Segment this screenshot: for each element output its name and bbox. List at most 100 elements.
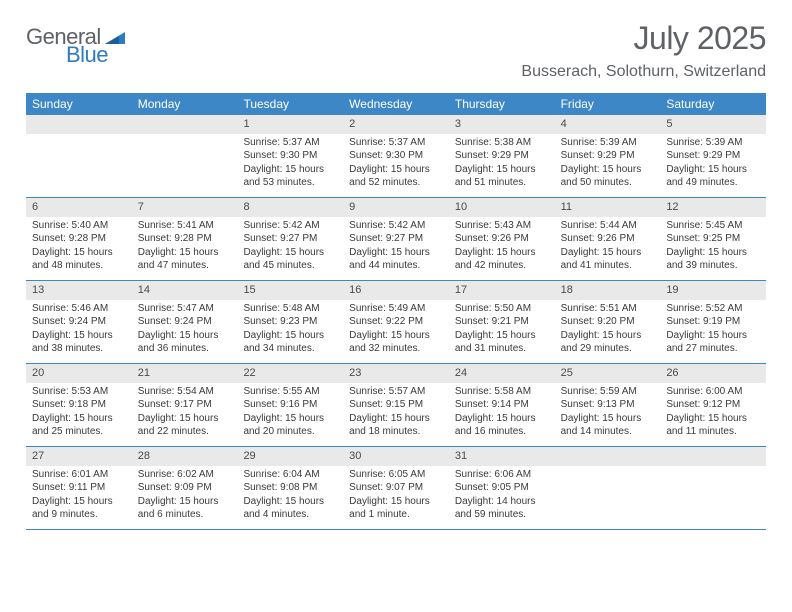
- calendar-day: 8Sunrise: 5:42 AMSunset: 9:27 PMDaylight…: [237, 198, 343, 280]
- day-body: Sunrise: 5:44 AMSunset: 9:26 PMDaylight:…: [555, 217, 661, 279]
- calendar-day: 26Sunrise: 6:00 AMSunset: 9:12 PMDayligh…: [660, 364, 766, 446]
- sunrise-text: Sunrise: 5:43 AM: [455, 219, 549, 233]
- daylight-text: Daylight: 14 hours and 59 minutes.: [455, 495, 549, 522]
- sunset-text: Sunset: 9:17 PM: [138, 398, 232, 412]
- day-body: Sunrise: 5:59 AMSunset: 9:13 PMDaylight:…: [555, 383, 661, 445]
- sunrise-text: Sunrise: 6:00 AM: [666, 385, 760, 399]
- day-number: 8: [237, 198, 343, 217]
- daylight-text: Daylight: 15 hours and 48 minutes.: [32, 246, 126, 273]
- day-body: Sunrise: 5:39 AMSunset: 9:29 PMDaylight:…: [660, 134, 766, 196]
- month-title: July 2025: [521, 20, 766, 57]
- calendar-day: 19Sunrise: 5:52 AMSunset: 9:19 PMDayligh…: [660, 281, 766, 363]
- calendar-day: 13Sunrise: 5:46 AMSunset: 9:24 PMDayligh…: [26, 281, 132, 363]
- day-body: Sunrise: 5:39 AMSunset: 9:29 PMDaylight:…: [555, 134, 661, 196]
- day-number: [555, 447, 661, 466]
- day-number: 10: [449, 198, 555, 217]
- day-number: 19: [660, 281, 766, 300]
- day-number: [26, 115, 132, 134]
- calendar-header-row: Sunday Monday Tuesday Wednesday Thursday…: [26, 93, 766, 115]
- day-number: 6: [26, 198, 132, 217]
- sunrise-text: Sunrise: 5:46 AM: [32, 302, 126, 316]
- sunrise-text: Sunrise: 5:42 AM: [243, 219, 337, 233]
- calendar-day-empty: [660, 447, 766, 529]
- calendar-week-row: 1Sunrise: 5:37 AMSunset: 9:30 PMDaylight…: [26, 115, 766, 198]
- day-body: Sunrise: 5:47 AMSunset: 9:24 PMDaylight:…: [132, 300, 238, 362]
- logo: General Blue: [26, 20, 125, 66]
- sunset-text: Sunset: 9:27 PM: [349, 232, 443, 246]
- daylight-text: Daylight: 15 hours and 38 minutes.: [32, 329, 126, 356]
- daylight-text: Daylight: 15 hours and 50 minutes.: [561, 163, 655, 190]
- calendar-day: 7Sunrise: 5:41 AMSunset: 9:28 PMDaylight…: [132, 198, 238, 280]
- sunset-text: Sunset: 9:24 PM: [138, 315, 232, 329]
- day-body: Sunrise: 5:48 AMSunset: 9:23 PMDaylight:…: [237, 300, 343, 362]
- calendar-day: 2Sunrise: 5:37 AMSunset: 9:30 PMDaylight…: [343, 115, 449, 197]
- sunrise-text: Sunrise: 5:37 AM: [243, 136, 337, 150]
- daylight-text: Daylight: 15 hours and 36 minutes.: [138, 329, 232, 356]
- sunset-text: Sunset: 9:05 PM: [455, 481, 549, 495]
- calendar-day: 20Sunrise: 5:53 AMSunset: 9:18 PMDayligh…: [26, 364, 132, 446]
- location-text: Busserach, Solothurn, Switzerland: [521, 63, 766, 81]
- sunset-text: Sunset: 9:29 PM: [561, 149, 655, 163]
- sunset-text: Sunset: 9:19 PM: [666, 315, 760, 329]
- day-body: Sunrise: 6:01 AMSunset: 9:11 PMDaylight:…: [26, 466, 132, 528]
- daylight-text: Daylight: 15 hours and 42 minutes.: [455, 246, 549, 273]
- calendar-day: 24Sunrise: 5:58 AMSunset: 9:14 PMDayligh…: [449, 364, 555, 446]
- sunset-text: Sunset: 9:29 PM: [455, 149, 549, 163]
- header-row: General Blue July 2025 Busserach, Soloth…: [26, 20, 766, 81]
- day-number: 24: [449, 364, 555, 383]
- day-header: Monday: [132, 93, 238, 115]
- day-number: 16: [343, 281, 449, 300]
- daylight-text: Daylight: 15 hours and 34 minutes.: [243, 329, 337, 356]
- day-body: Sunrise: 6:05 AMSunset: 9:07 PMDaylight:…: [343, 466, 449, 528]
- calendar-day-empty: [555, 447, 661, 529]
- day-body: Sunrise: 5:42 AMSunset: 9:27 PMDaylight:…: [237, 217, 343, 279]
- day-header: Saturday: [660, 93, 766, 115]
- sunrise-text: Sunrise: 5:50 AM: [455, 302, 549, 316]
- day-body: Sunrise: 5:55 AMSunset: 9:16 PMDaylight:…: [237, 383, 343, 445]
- daylight-text: Daylight: 15 hours and 45 minutes.: [243, 246, 337, 273]
- daylight-text: Daylight: 15 hours and 20 minutes.: [243, 412, 337, 439]
- sunset-text: Sunset: 9:20 PM: [561, 315, 655, 329]
- day-number: 23: [343, 364, 449, 383]
- sunset-text: Sunset: 9:25 PM: [666, 232, 760, 246]
- sunset-text: Sunset: 9:30 PM: [349, 149, 443, 163]
- sunset-text: Sunset: 9:14 PM: [455, 398, 549, 412]
- daylight-text: Daylight: 15 hours and 31 minutes.: [455, 329, 549, 356]
- calendar-day: 17Sunrise: 5:50 AMSunset: 9:21 PMDayligh…: [449, 281, 555, 363]
- calendar-day: 29Sunrise: 6:04 AMSunset: 9:08 PMDayligh…: [237, 447, 343, 529]
- daylight-text: Daylight: 15 hours and 39 minutes.: [666, 246, 760, 273]
- logo-text-blue: Blue: [66, 44, 125, 66]
- sunset-text: Sunset: 9:07 PM: [349, 481, 443, 495]
- sunrise-text: Sunrise: 5:55 AM: [243, 385, 337, 399]
- sunrise-text: Sunrise: 5:52 AM: [666, 302, 760, 316]
- day-body: Sunrise: 5:46 AMSunset: 9:24 PMDaylight:…: [26, 300, 132, 362]
- day-body: Sunrise: 6:02 AMSunset: 9:09 PMDaylight:…: [132, 466, 238, 528]
- sunset-text: Sunset: 9:28 PM: [138, 232, 232, 246]
- day-body: Sunrise: 5:40 AMSunset: 9:28 PMDaylight:…: [26, 217, 132, 279]
- day-header: Sunday: [26, 93, 132, 115]
- daylight-text: Daylight: 15 hours and 52 minutes.: [349, 163, 443, 190]
- sunset-text: Sunset: 9:22 PM: [349, 315, 443, 329]
- daylight-text: Daylight: 15 hours and 11 minutes.: [666, 412, 760, 439]
- sunrise-text: Sunrise: 5:39 AM: [561, 136, 655, 150]
- daylight-text: Daylight: 15 hours and 22 minutes.: [138, 412, 232, 439]
- day-number: 5: [660, 115, 766, 134]
- sunrise-text: Sunrise: 5:45 AM: [666, 219, 760, 233]
- title-block: July 2025 Busserach, Solothurn, Switzerl…: [521, 20, 766, 81]
- daylight-text: Daylight: 15 hours and 53 minutes.: [243, 163, 337, 190]
- daylight-text: Daylight: 15 hours and 44 minutes.: [349, 246, 443, 273]
- day-body: Sunrise: 5:52 AMSunset: 9:19 PMDaylight:…: [660, 300, 766, 362]
- sunrise-text: Sunrise: 6:01 AM: [32, 468, 126, 482]
- sunrise-text: Sunrise: 6:04 AM: [243, 468, 337, 482]
- sunset-text: Sunset: 9:21 PM: [455, 315, 549, 329]
- day-body: Sunrise: 5:58 AMSunset: 9:14 PMDaylight:…: [449, 383, 555, 445]
- sunset-text: Sunset: 9:30 PM: [243, 149, 337, 163]
- day-body: Sunrise: 5:53 AMSunset: 9:18 PMDaylight:…: [26, 383, 132, 445]
- day-number: 11: [555, 198, 661, 217]
- daylight-text: Daylight: 15 hours and 41 minutes.: [561, 246, 655, 273]
- day-body: Sunrise: 5:37 AMSunset: 9:30 PMDaylight:…: [343, 134, 449, 196]
- day-body: Sunrise: 5:50 AMSunset: 9:21 PMDaylight:…: [449, 300, 555, 362]
- calendar-day: 12Sunrise: 5:45 AMSunset: 9:25 PMDayligh…: [660, 198, 766, 280]
- day-number: 30: [343, 447, 449, 466]
- day-number: 20: [26, 364, 132, 383]
